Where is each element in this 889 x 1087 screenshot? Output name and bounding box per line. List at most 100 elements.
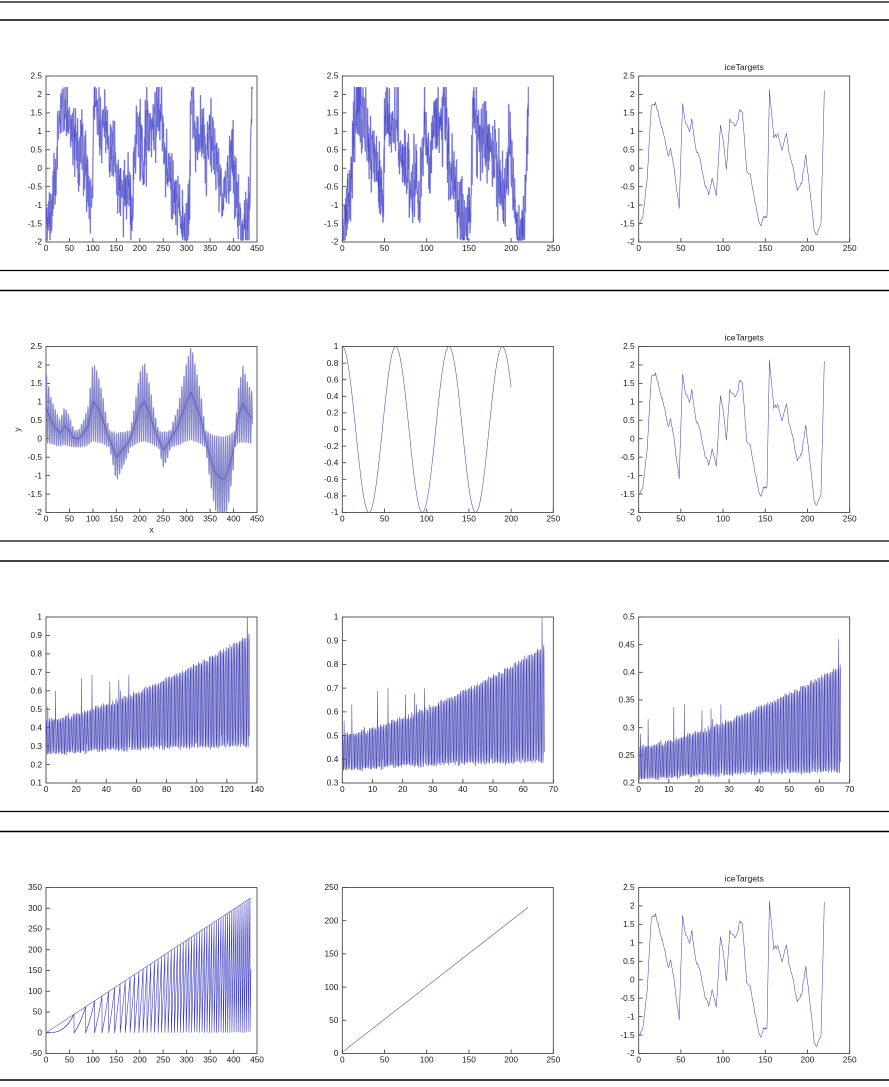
svg-text:0: 0 bbox=[636, 1055, 641, 1065]
svg-text:70: 70 bbox=[549, 784, 559, 794]
svg-text:0: 0 bbox=[340, 784, 345, 794]
svg-text:50: 50 bbox=[676, 1055, 686, 1065]
svg-text:50: 50 bbox=[676, 514, 686, 524]
svg-text:-0.6: -0.6 bbox=[324, 474, 339, 484]
svg-text:2.5: 2.5 bbox=[30, 71, 42, 81]
svg-text:x: x bbox=[149, 525, 154, 535]
svg-text:100: 100 bbox=[420, 243, 434, 253]
svg-text:-2: -2 bbox=[35, 237, 43, 247]
svg-text:70: 70 bbox=[845, 784, 855, 794]
svg-text:2.5: 2.5 bbox=[30, 341, 42, 351]
svg-text:0.1: 0.1 bbox=[30, 778, 42, 788]
svg-text:1: 1 bbox=[37, 397, 42, 407]
svg-text:0.7: 0.7 bbox=[327, 683, 339, 693]
svg-text:100: 100 bbox=[420, 1055, 434, 1065]
svg-text:2.5: 2.5 bbox=[623, 882, 635, 892]
svg-text:0: 0 bbox=[44, 784, 49, 794]
svg-text:10: 10 bbox=[664, 784, 674, 794]
svg-text:150: 150 bbox=[758, 1055, 772, 1065]
svg-text:0: 0 bbox=[334, 424, 339, 434]
svg-text:100: 100 bbox=[190, 784, 204, 794]
svg-text:0.5: 0.5 bbox=[327, 730, 339, 740]
svg-text:150: 150 bbox=[109, 1055, 123, 1065]
svg-text:2.5: 2.5 bbox=[623, 341, 635, 351]
svg-text:0.5: 0.5 bbox=[623, 956, 635, 966]
svg-text:-0.4: -0.4 bbox=[324, 457, 339, 467]
svg-text:100: 100 bbox=[420, 514, 434, 524]
svg-text:50: 50 bbox=[785, 784, 795, 794]
svg-text:200: 200 bbox=[28, 944, 42, 954]
svg-text:140: 140 bbox=[250, 784, 264, 794]
svg-text:1: 1 bbox=[37, 612, 42, 622]
svg-text:150: 150 bbox=[28, 965, 42, 975]
svg-text:0.8: 0.8 bbox=[327, 659, 339, 669]
svg-text:0: 0 bbox=[334, 163, 339, 173]
svg-text:-1: -1 bbox=[627, 200, 635, 210]
svg-text:0: 0 bbox=[37, 1027, 42, 1037]
svg-text:60: 60 bbox=[132, 784, 142, 794]
svg-text:150: 150 bbox=[758, 243, 772, 253]
svg-text:30: 30 bbox=[724, 784, 734, 794]
svg-text:0.35: 0.35 bbox=[619, 695, 636, 705]
svg-text:100: 100 bbox=[324, 982, 338, 992]
svg-text:0.45: 0.45 bbox=[619, 639, 636, 649]
svg-text:150: 150 bbox=[462, 243, 476, 253]
svg-text:150: 150 bbox=[462, 514, 476, 524]
svg-text:60: 60 bbox=[519, 784, 529, 794]
svg-text:1.5: 1.5 bbox=[30, 108, 42, 118]
svg-text:300: 300 bbox=[180, 1055, 194, 1065]
svg-text:50: 50 bbox=[380, 1055, 390, 1065]
svg-text:250: 250 bbox=[843, 514, 857, 524]
svg-text:50: 50 bbox=[65, 1055, 75, 1065]
svg-text:50: 50 bbox=[65, 243, 75, 253]
svg-text:350: 350 bbox=[28, 882, 42, 892]
svg-text:0.9: 0.9 bbox=[327, 635, 339, 645]
svg-text:0.25: 0.25 bbox=[619, 750, 636, 760]
svg-text:1: 1 bbox=[334, 341, 339, 351]
svg-text:0: 0 bbox=[44, 243, 49, 253]
svg-text:2: 2 bbox=[334, 89, 339, 99]
svg-text:0.2: 0.2 bbox=[623, 778, 635, 788]
svg-text:0.3: 0.3 bbox=[327, 778, 339, 788]
svg-text:1: 1 bbox=[630, 938, 635, 948]
svg-text:200: 200 bbox=[133, 514, 147, 524]
svg-text:450: 450 bbox=[250, 243, 264, 253]
svg-text:-2: -2 bbox=[627, 507, 635, 517]
svg-text:0: 0 bbox=[44, 514, 49, 524]
svg-text:350: 350 bbox=[203, 1055, 217, 1065]
svg-text:0.4: 0.4 bbox=[327, 754, 339, 764]
svg-text:100: 100 bbox=[86, 1055, 100, 1065]
svg-text:0: 0 bbox=[636, 243, 641, 253]
svg-text:450: 450 bbox=[250, 514, 264, 524]
svg-text:-2: -2 bbox=[35, 507, 43, 517]
svg-text:50: 50 bbox=[488, 784, 498, 794]
svg-text:200: 200 bbox=[801, 243, 815, 253]
svg-text:-1.5: -1.5 bbox=[324, 218, 339, 228]
svg-text:0.4: 0.4 bbox=[30, 722, 42, 732]
svg-text:0.7: 0.7 bbox=[30, 667, 42, 677]
svg-text:0.6: 0.6 bbox=[327, 707, 339, 717]
svg-text:iceTargets: iceTargets bbox=[725, 333, 764, 343]
svg-text:200: 200 bbox=[324, 915, 338, 925]
svg-text:50: 50 bbox=[65, 514, 75, 524]
svg-text:-0.5: -0.5 bbox=[28, 452, 43, 462]
svg-text:150: 150 bbox=[324, 949, 338, 959]
svg-text:-0.2: -0.2 bbox=[324, 441, 339, 451]
svg-text:0: 0 bbox=[340, 1055, 345, 1065]
svg-text:10: 10 bbox=[368, 784, 378, 794]
svg-text:2: 2 bbox=[630, 901, 635, 911]
svg-text:-0.5: -0.5 bbox=[620, 181, 635, 191]
svg-text:0: 0 bbox=[44, 1055, 49, 1065]
svg-text:100: 100 bbox=[86, 514, 100, 524]
svg-text:50: 50 bbox=[676, 243, 686, 253]
svg-text:0.4: 0.4 bbox=[327, 391, 339, 401]
svg-text:20: 20 bbox=[694, 784, 704, 794]
svg-text:-50: -50 bbox=[30, 1048, 42, 1058]
svg-text:iceTargets: iceTargets bbox=[725, 62, 764, 72]
svg-text:250: 250 bbox=[28, 924, 42, 934]
svg-text:300: 300 bbox=[28, 903, 42, 913]
svg-text:0.5: 0.5 bbox=[30, 144, 42, 154]
svg-text:400: 400 bbox=[227, 1055, 241, 1065]
svg-text:0: 0 bbox=[630, 974, 635, 984]
svg-text:1.5: 1.5 bbox=[623, 378, 635, 388]
